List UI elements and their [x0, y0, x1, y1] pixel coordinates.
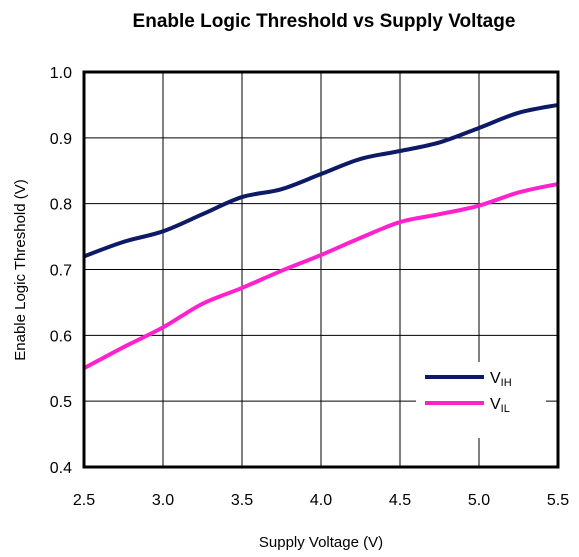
y-tick-label: 0.7 [50, 263, 72, 280]
y-tick-label: 1.0 [50, 65, 72, 82]
x-tick-labels: 2.5 3.0 3.5 4.0 4.5 5.0 5.5 [73, 492, 569, 509]
x-tick-label: 4.0 [310, 492, 332, 509]
x-axis-label: Supply Voltage (V) [259, 534, 383, 551]
y-tick-labels: 0.4 0.5 0.6 0.7 0.8 0.9 1.0 [50, 65, 72, 477]
y-tick-label: 0.6 [50, 328, 72, 345]
legend: VIH VIL [416, 362, 546, 438]
x-tick-label: 5.0 [468, 492, 490, 509]
x-tick-label: 4.5 [389, 492, 411, 509]
plot-frame [82, 70, 560, 469]
y-tick-label: 0.4 [50, 460, 72, 477]
y-tick-label: 0.9 [50, 131, 72, 148]
y-tick-label: 0.8 [50, 197, 72, 214]
y-tick-label: 0.5 [50, 394, 72, 411]
legend-label-ih: VIH [490, 370, 512, 389]
x-tick-label: 3.0 [152, 492, 174, 509]
x-tick-label: 2.5 [73, 492, 95, 509]
chart-title: Enable Logic Threshold vs Supply Voltage [133, 11, 516, 32]
x-tick-label: 5.5 [547, 492, 569, 509]
y-axis-label: Enable Logic Threshold (V) [12, 179, 29, 361]
legend-background [416, 362, 546, 438]
legend-label-il: VIL [490, 396, 510, 415]
x-tick-label: 3.5 [231, 492, 253, 509]
